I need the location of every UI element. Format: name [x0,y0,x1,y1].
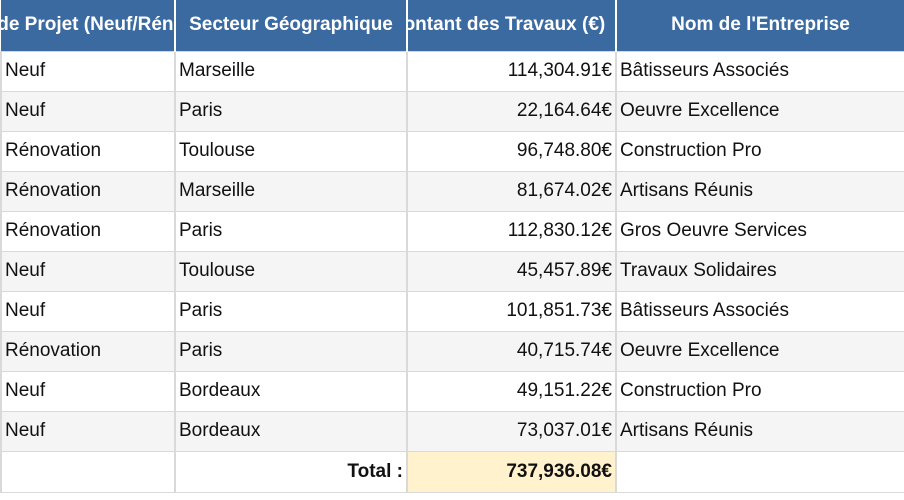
cell-entreprise[interactable]: Construction Pro [615,130,904,172]
cell-type[interactable]: Neuf [0,290,176,332]
cell-entreprise[interactable]: Gros Oeuvre Services [615,210,904,252]
total-value[interactable]: 737,936.08€ [406,450,617,493]
cell-entreprise[interactable]: Travaux Solidaires [615,250,904,292]
cell-secteur[interactable]: Paris [174,290,408,332]
cell-entreprise[interactable]: Oeuvre Excellence [615,90,904,132]
cell-entreprise[interactable]: Artisans Réunis [615,170,904,212]
cell-secteur[interactable]: Paris [174,210,408,252]
table-row: Rénovation Paris 40,715.74€ Oeuvre Excel… [0,330,904,372]
column-header-entreprise[interactable]: Nom de l'Entreprise [616,0,904,52]
cell-montant[interactable]: 81,674.02€ [406,170,617,212]
total-label[interactable]: Total : [174,450,408,493]
cell-secteur[interactable]: Paris [174,90,408,132]
column-header-montant-label: Montant des Travaux (€) [408,14,606,36]
table-row: Rénovation Marseille 81,674.02€ Artisans… [0,170,904,212]
cell-secteur[interactable]: Toulouse [174,250,408,292]
cell-entreprise[interactable]: Bâtisseurs Associés [615,50,904,92]
cell-montant[interactable]: 96,748.80€ [406,130,617,172]
cell-type[interactable]: Neuf [0,250,176,292]
cell-type[interactable]: Neuf [0,410,176,452]
cell-type[interactable]: Rénovation [0,330,176,372]
cell-montant[interactable]: 49,151.22€ [406,370,617,412]
cell-entreprise[interactable]: Construction Pro [615,370,904,412]
column-header-montant[interactable]: Montant des Travaux (€) [407,0,617,52]
column-header-type[interactable]: Type de Projet (Neuf/Rénovation) [1,0,176,52]
cell-secteur[interactable]: Marseille [174,170,408,212]
cell-secteur[interactable]: Bordeaux [174,370,408,412]
cell-secteur[interactable]: Bordeaux [174,410,408,452]
table-row: Neuf Paris 22,164.64€ Oeuvre Excellence [0,90,904,132]
cell-secteur[interactable]: Marseille [174,50,408,92]
table-row: Rénovation Paris 112,830.12€ Gros Oeuvre… [0,210,904,252]
table-row: Neuf Marseille 114,304.91€ Bâtisseurs As… [0,50,904,92]
table-row: Neuf Toulouse 45,457.89€ Travaux Solidai… [0,250,904,292]
column-header-entreprise-label: Nom de l'Entreprise [671,14,850,36]
cell-montant[interactable]: 40,715.74€ [406,330,617,372]
total-row: Total : 737,936.08€ [0,450,904,493]
cell-montant[interactable]: 45,457.89€ [406,250,617,292]
cell-type[interactable]: Neuf [0,370,176,412]
cell-type[interactable]: Rénovation [0,210,176,252]
table-body: Neuf Marseille 114,304.91€ Bâtisseurs As… [0,50,904,493]
cell-entreprise[interactable]: Oeuvre Excellence [615,330,904,372]
cell-montant[interactable]: 114,304.91€ [406,50,617,92]
table-row: Neuf Bordeaux 73,037.01€ Artisans Réunis [0,410,904,452]
cell-type[interactable]: Neuf [0,90,176,132]
cell-secteur[interactable]: Toulouse [174,130,408,172]
table-row: Neuf Bordeaux 49,151.22€ Construction Pr… [0,370,904,412]
table-row: Neuf Paris 101,851.73€ Bâtisseurs Associ… [0,290,904,332]
header-row: Type de Projet (Neuf/Rénovation) Secteur… [1,0,904,52]
cell-type[interactable]: Rénovation [0,170,176,212]
column-header-secteur-label: Secteur Géographique [189,14,393,36]
cell-montant[interactable]: 101,851.73€ [406,290,617,332]
cell-type[interactable]: Rénovation [0,130,176,172]
total-empty-cell-end[interactable] [615,450,904,493]
column-header-secteur[interactable]: Secteur Géographique [175,0,408,52]
cell-secteur[interactable]: Paris [174,330,408,372]
cell-montant[interactable]: 22,164.64€ [406,90,617,132]
total-empty-cell[interactable] [0,450,176,493]
cell-entreprise[interactable]: Bâtisseurs Associés [615,290,904,332]
cell-montant[interactable]: 73,037.01€ [406,410,617,452]
table-row: Rénovation Toulouse 96,748.80€ Construct… [0,130,904,172]
column-header-type-label: Type de Projet (Neuf/Rénovation) [1,14,174,36]
cell-type[interactable]: Neuf [0,50,176,92]
cell-entreprise[interactable]: Artisans Réunis [615,410,904,452]
cell-montant[interactable]: 112,830.12€ [406,210,617,252]
